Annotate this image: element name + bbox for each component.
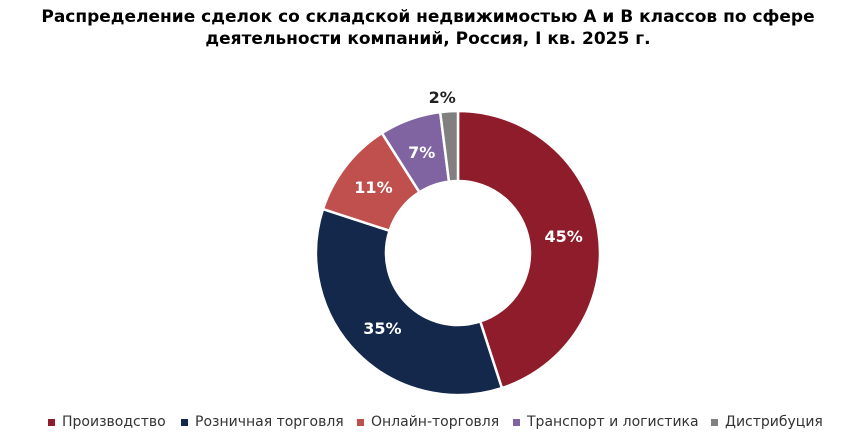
legend-item-0: Производство bbox=[48, 414, 166, 430]
legend-swatch-0 bbox=[48, 418, 55, 426]
legend-item-3: Транспорт и логистика bbox=[513, 414, 699, 430]
pie-slice-4 bbox=[438, 109, 460, 183]
chart-title-line-1: Распределение сделок со складской недвиж… bbox=[41, 7, 815, 27]
pie-slice-1 bbox=[314, 207, 504, 397]
legend-item-1: Розничная торговля bbox=[181, 414, 344, 430]
slice-label-2: 11% bbox=[354, 178, 392, 197]
chart-title: Распределение сделок со складской недвиж… bbox=[0, 6, 856, 50]
slice-label-3: 7% bbox=[408, 143, 435, 162]
pie-slice-0 bbox=[456, 109, 602, 390]
legend-swatch-2 bbox=[357, 418, 364, 426]
legend-label-4: Дистрибуция bbox=[725, 414, 823, 430]
legend-label-2: Онлайн-торговля bbox=[371, 414, 500, 430]
legend-swatch-3 bbox=[513, 418, 520, 426]
chart-legend: Производство Розничная торговля Онлайн-тор… bbox=[0, 414, 856, 434]
legend-swatch-4 bbox=[711, 418, 718, 426]
legend-label-0: Производство bbox=[62, 414, 166, 430]
slice-label-1: 35% bbox=[363, 319, 401, 338]
legend-item-2: Онлайн-торговля bbox=[357, 414, 499, 430]
donut-chart: 45% 35% 11% 7% 2% bbox=[314, 88, 602, 397]
legend-item-4: Дистрибуция bbox=[711, 414, 823, 430]
slice-label-0: 45% bbox=[545, 227, 583, 246]
legend-swatch-1 bbox=[181, 418, 188, 426]
legend-label-1: Розничная торговля bbox=[195, 414, 344, 430]
legend-label-3: Транспорт и логистика bbox=[527, 414, 699, 430]
slice-label-4: 2% bbox=[429, 88, 456, 107]
chart-title-line-2: деятельности компаний, Россия, I кв. 202… bbox=[205, 29, 651, 49]
